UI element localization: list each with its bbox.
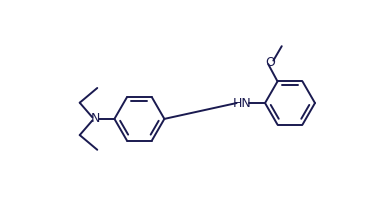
Text: O: O — [266, 56, 276, 69]
Text: HN: HN — [233, 97, 251, 110]
Text: N: N — [91, 112, 101, 125]
